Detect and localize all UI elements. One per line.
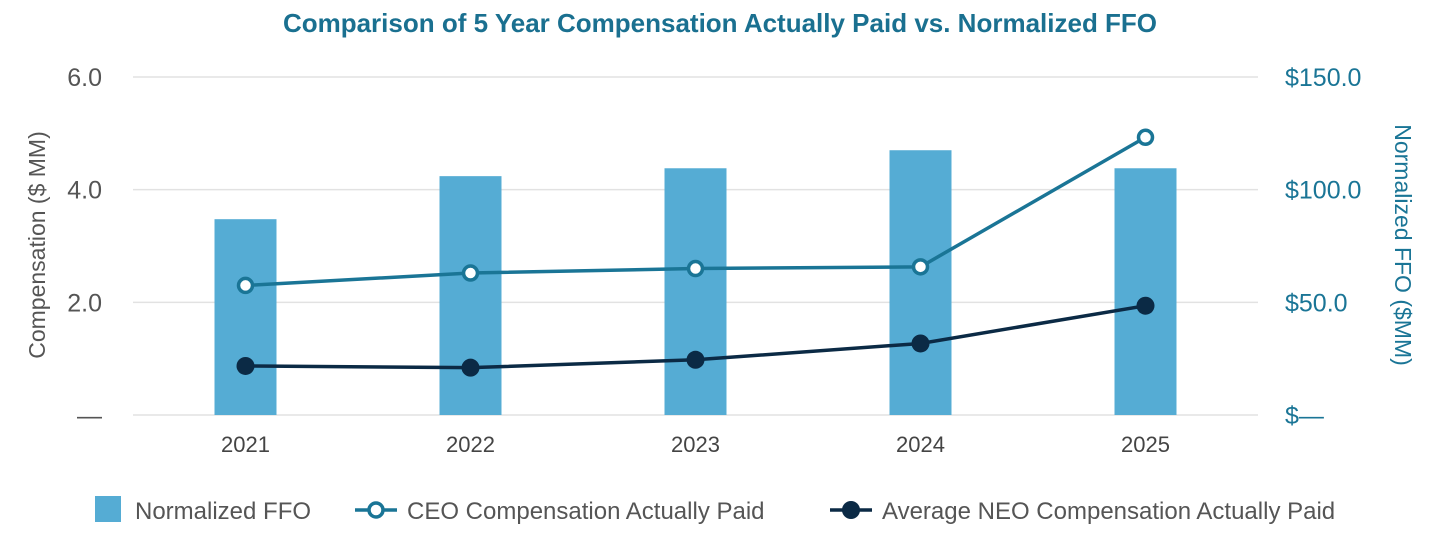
y-right-tick-label: $50.0 [1285,289,1348,317]
bar [214,219,277,415]
x-tick-label: 2021 [221,432,270,457]
legend-label: Normalized FFO [135,498,311,525]
y-left-axis-title: Compensation ($ MM) [24,131,50,359]
legend-marker [842,501,860,519]
y-left-tick-label: 6.0 [67,64,102,92]
x-tick-label: 2023 [671,432,720,457]
data-point [461,264,480,282]
x-tick-label: 2022 [446,432,495,457]
chart-title: Comparison of 5 Year Compensation Actual… [282,8,1158,38]
data-point [911,334,930,353]
y-left-tick-label: 2.0 [67,289,102,317]
data-point [686,259,705,278]
y-right-tick-label: $— [1285,402,1324,430]
data-point [461,358,480,377]
legend-marker [367,501,385,519]
y-right-tick-label: $100.0 [1285,177,1361,205]
y-right-tick-label: $150.0 [1285,64,1361,92]
data-point [1136,128,1155,147]
data-point [236,276,255,295]
legend-label: Average NEO Compensation Actually Paid [882,498,1335,525]
bar [439,176,502,415]
y-right-axis-title: Normalized FFO ($MM) [1390,124,1416,366]
legend-swatch-bar [95,496,121,522]
data-point [1136,296,1155,315]
data-point [236,356,255,375]
x-tick-label: 2024 [896,432,945,457]
data-point [911,258,930,276]
legend: Normalized FFO CEO Compensation Actually … [95,496,1335,525]
bar [664,168,727,415]
data-point [686,350,705,369]
y-left-tick-label: 4.0 [67,177,102,205]
y-left-tick-label: — [77,402,102,430]
line-series [236,128,1155,377]
bar-series-normalized-ffo [214,150,1177,415]
legend-label: CEO Compensation Actually Paid [407,498,765,525]
axis-ticks: — 2.0 4.0 6.0 $— $50.0 $100.0 $150.0 2021 2022 202… [67,64,1361,457]
bar [1114,168,1177,415]
x-tick-label: 2025 [1121,432,1170,457]
bar [889,150,952,415]
